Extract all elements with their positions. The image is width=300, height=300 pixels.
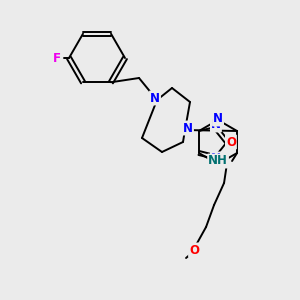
Text: N: N xyxy=(213,158,223,172)
Text: N: N xyxy=(183,122,193,134)
Text: N: N xyxy=(211,118,221,131)
Text: N: N xyxy=(213,112,223,125)
Text: O: O xyxy=(189,244,199,256)
Text: O: O xyxy=(226,136,236,148)
Text: F: F xyxy=(53,52,61,64)
Text: NH: NH xyxy=(208,154,228,167)
Text: N: N xyxy=(150,92,160,104)
Text: N: N xyxy=(211,152,221,166)
Text: N: N xyxy=(213,158,223,172)
Text: N: N xyxy=(213,112,223,125)
